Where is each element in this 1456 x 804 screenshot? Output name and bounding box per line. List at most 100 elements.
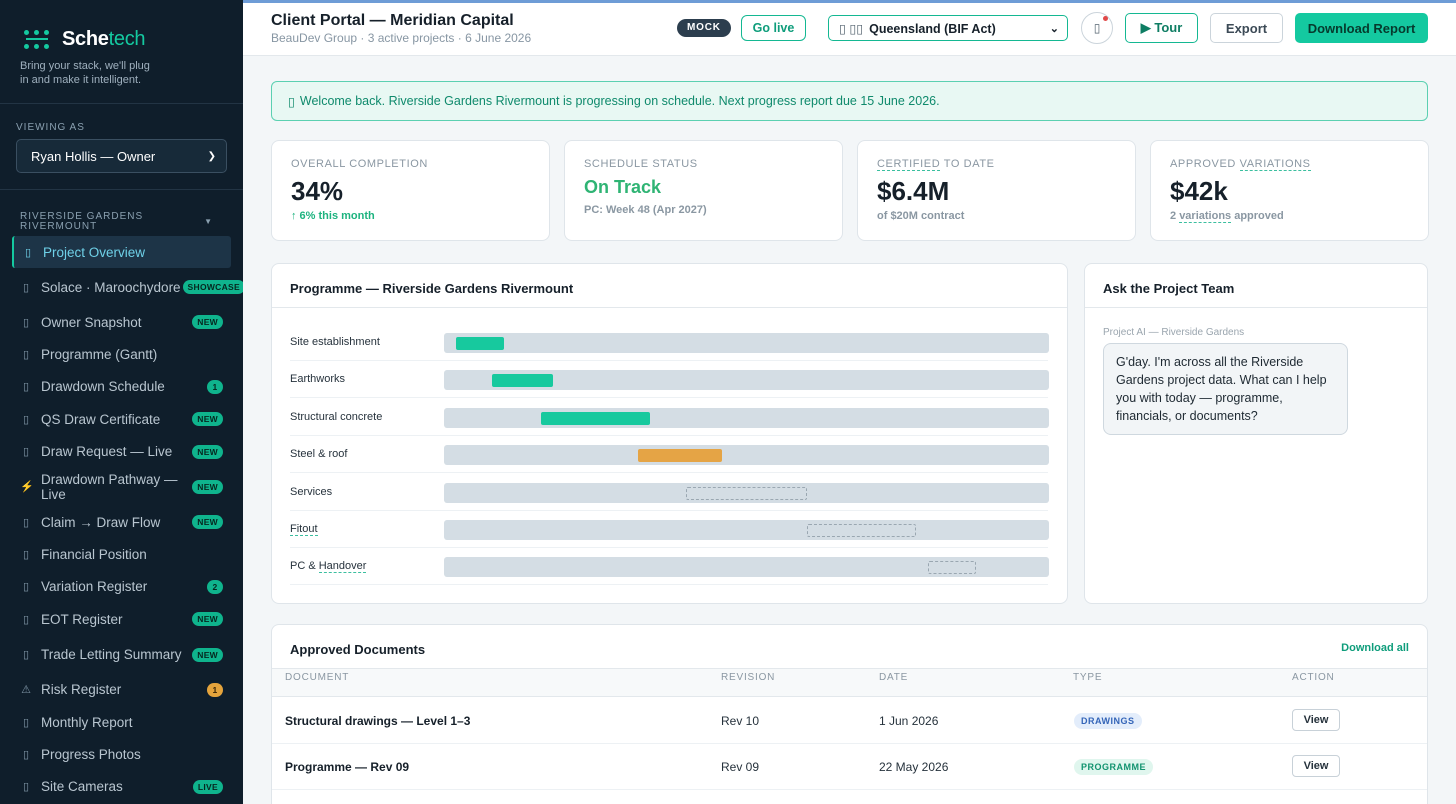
go-live-button[interactable]: Go live [741,15,806,41]
sidebar-item-badge: NEW [192,612,223,627]
sidebar-item[interactable]: ▯ Financial Position [0,538,243,570]
sidebar-item-label: Project Overview [43,244,146,260]
task-label: Steel & roof [290,448,348,461]
gantt-bar-complete[interactable] [492,374,553,388]
sidebar-item[interactable]: ▯ Variation Register 2 [0,571,243,603]
sidebar-item[interactable]: ▯ Drawdown Schedule 1 [0,371,243,403]
gantt-bar-complete[interactable] [540,411,650,425]
sidebar-item[interactable]: ▯ Monthly Report [0,706,243,738]
document-type-badge: PROGRAMME [1074,759,1153,775]
schetech-logo-icon [24,29,50,50]
sidebar-item[interactable]: ▯ Trade Letting Summary NEW [0,636,243,674]
glossary-term[interactable]: VARIATIONS [1239,158,1311,171]
kpi-label: OVERALL COMPLETION [291,158,428,170]
sidebar-item[interactable]: ▯ QS Draw Certificate NEW [0,403,243,435]
sidebar-item-label: Draw Request — Live [41,444,173,460]
sidebar-item[interactable]: ▯ Claim → Draw Flow NEW [0,506,243,538]
sidebar-item[interactable]: ⚠ Risk Register 1 [0,674,243,706]
document-icon: ▯ [22,581,30,594]
sidebar-item[interactable]: ▯ Owner Snapshot NEW [0,306,243,338]
sidebar-item-badge: 1 [207,682,223,697]
chevron-down-icon: ⌄ [1049,22,1059,35]
kpi-label: CERTIFIED TO DATE [877,158,995,171]
table-header [272,669,1427,697]
sidebar-item-label: Monthly Report [41,714,133,730]
download-all-link[interactable]: Download all [1341,642,1409,654]
document-icon: ▯ [22,446,30,459]
view-document-button[interactable]: View [1292,709,1340,731]
column-header[interactable]: REVISION [721,672,776,683]
chat-message: G'day. I'm across all the Riverside Gard… [1103,343,1348,435]
glossary-term[interactable]: CERTIFIED [877,158,941,171]
kpi-note: 2 variations approved [1170,210,1284,223]
document-icon: ▯ [22,613,30,626]
document-icon: ▯ [22,549,30,562]
task-label: Site establishment [290,336,380,348]
sidebar-item-badge: NEW [192,515,223,530]
region-select[interactable]: ▯ ▯▯ Queensland (BIF Act) ⌄ [828,15,1068,41]
kpi-label: SCHEDULE STATUS [584,158,698,170]
page-title: Client Portal — Meridian Capital [271,12,514,29]
sidebar: Schetech Bring your stack, we'll plug in… [0,0,243,804]
notifications-button[interactable]: ▯ [1081,12,1113,44]
approved-documents-card: Approved Documents Download all DOCUMENT… [271,624,1428,804]
column-header[interactable]: DATE [879,672,909,683]
sidebar-item-badge: SHOWCASE [182,280,243,294]
glossary-term[interactable]: Handover [318,560,367,574]
sidebar-divider [0,103,243,104]
kpi-schedule-status: SCHEDULE STATUS On Track PC: Week 48 (Ap… [564,140,843,241]
kpi-note: of $20M contract [877,210,965,222]
gantt-bar-in-progress[interactable] [637,449,723,463]
gantt-bar-planned[interactable] [928,561,977,575]
project-group-header[interactable]: RIVERSIDE GARDENS RIVERMOUNT ▼ [0,190,243,232]
export-button[interactable]: Export [1210,13,1283,43]
info-icon: ▯ [288,94,295,109]
kpi-label: APPROVED VARIATIONS [1170,158,1311,171]
sidebar-item-label: Drawdown Schedule [41,379,165,395]
sidebar-item[interactable]: ▯ Draw Request — Live NEW [0,436,243,468]
brand[interactable]: Schetech [0,0,243,51]
row-divider [272,743,1427,744]
lightning-icon: ⚡ [20,481,34,494]
glossary-term[interactable]: Fitout [290,523,318,536]
document-name[interactable]: Structural drawings — Level 1–3 [285,714,471,728]
document-name[interactable]: Programme — Rev 09 [285,760,410,774]
sidebar-item[interactable]: ▯ Solace · Maroochydore SHOWCASE [0,268,243,306]
document-icon: ▯ [22,781,30,794]
sidebar-item[interactable]: ▯ EOT Register NEW [0,603,243,635]
sidebar-item-label: Progress Photos [41,746,141,762]
gantt-bar-planned[interactable] [807,524,916,537]
sidebar-item[interactable]: ▯ Site Cameras LIVE [0,771,243,803]
page-header: Client Portal — Meridian Capital BeauDev… [243,3,1456,56]
column-header[interactable]: TYPE [1073,672,1103,683]
documents-header: Approved Documents Download all [272,625,1427,669]
document-icon: ▯ [22,316,30,329]
kpi-note: ↑ 6% this month [291,210,375,222]
gantt-bar-complete[interactable] [456,337,505,350]
view-document-button[interactable]: View [1292,755,1340,777]
gantt-track [444,370,1049,391]
ask-team-title: Ask the Project Team [1085,264,1427,308]
task-label: PC & Handover [290,560,367,574]
gantt-bar-planned[interactable] [686,486,807,500]
kpi-value: 34% [291,176,344,206]
warning-icon: ⚠ [21,684,31,697]
sidebar-item-badge: NEW [192,444,223,459]
download-report-button[interactable]: Download Report [1295,13,1428,43]
sidebar-item[interactable]: ▯ Progress Photos [0,738,243,770]
task-label: Services [290,485,333,498]
viewing-as-select[interactable]: Ryan Hollis — Owner ❯ [16,139,227,173]
glossary-term[interactable]: variations [1179,210,1232,223]
column-header[interactable]: ACTION [1292,672,1335,683]
sidebar-item[interactable]: ⚡ Drawdown Pathway — Live NEW [0,468,243,506]
brand-tagline: Bring your stack, we'll plug in and make… [20,60,150,86]
tour-button[interactable]: ▶ Tour [1125,13,1198,43]
sidebar-item[interactable]: ▯ Programme (Gantt) [0,338,243,370]
document-icon: ▯ [22,716,30,729]
task-label: Structural concrete [290,410,383,423]
documents-title: Approved Documents [290,642,426,657]
sidebar-item[interactable]: ▯ Project Overview [12,236,231,268]
document-revision: Rev 09 [721,760,760,774]
column-header[interactable]: DOCUMENT [285,672,350,683]
gantt-track [444,333,1049,353]
